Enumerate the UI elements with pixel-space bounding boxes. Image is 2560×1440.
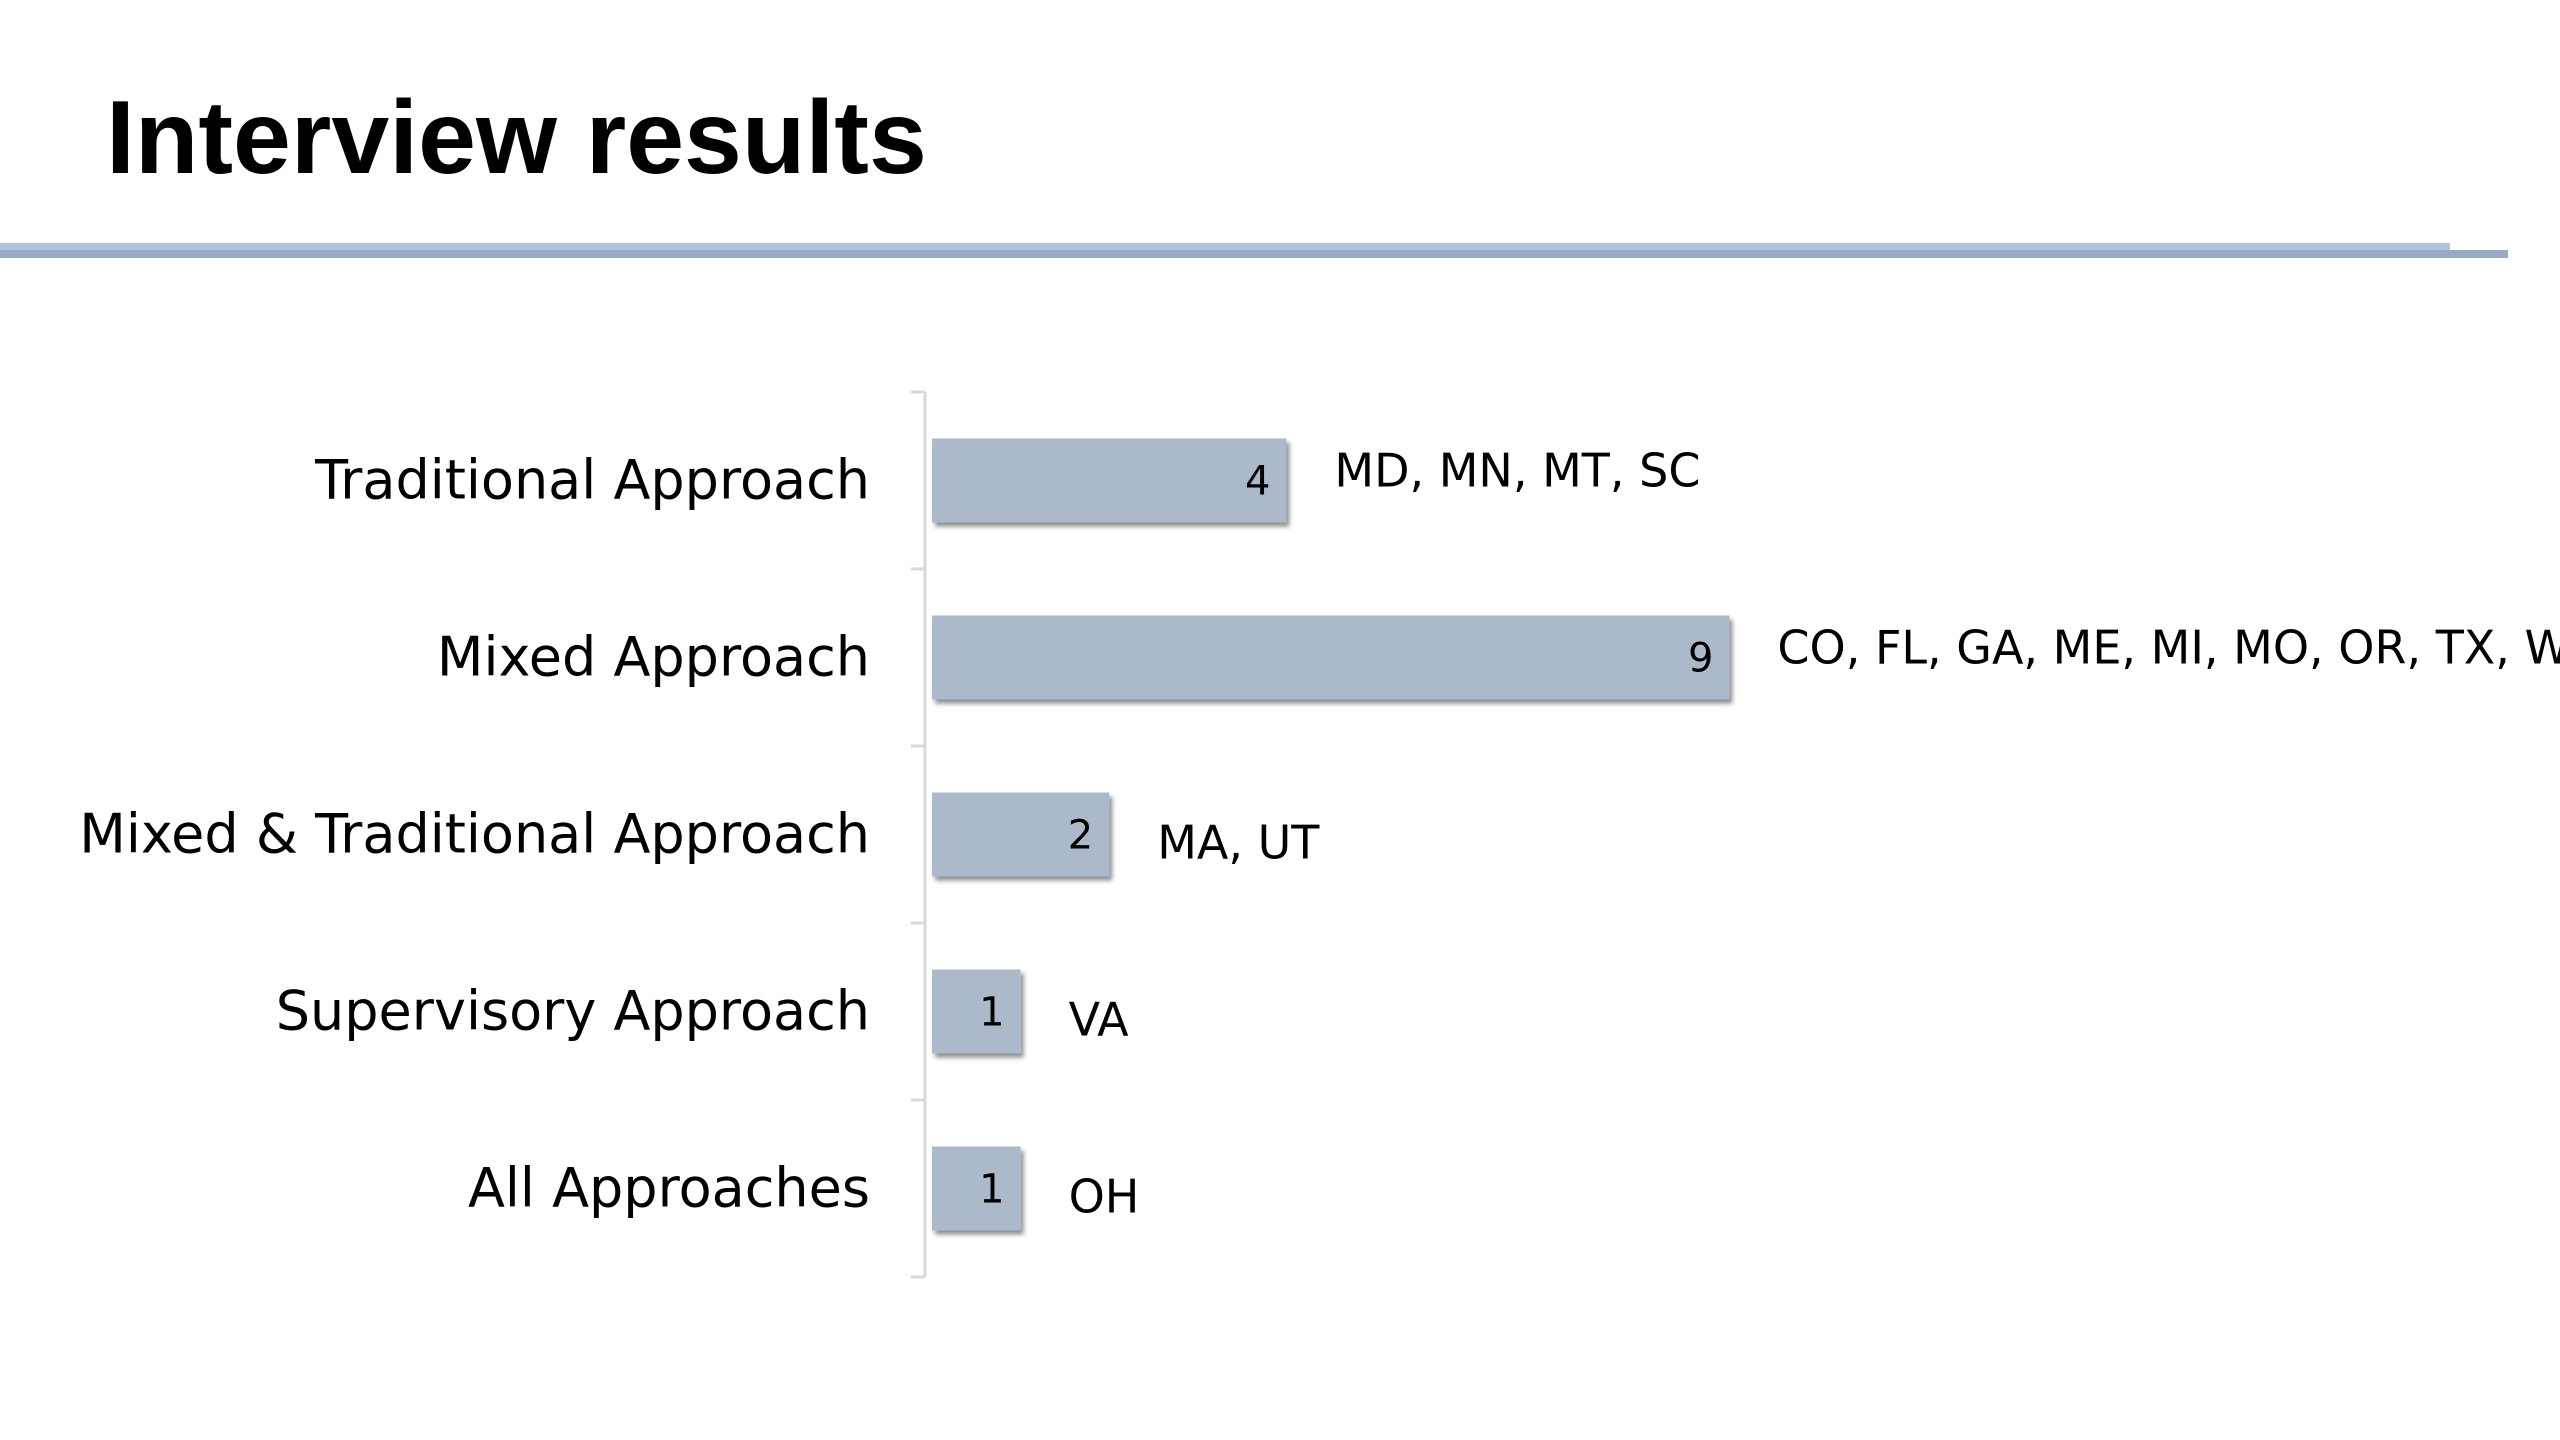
title-rule — [0, 243, 2450, 254]
bar-annotation: MD, MN, MT, SC — [1334, 444, 1700, 498]
bar-annotation: OH — [1069, 1170, 1140, 1224]
data-label: 4 — [1245, 459, 1270, 505]
bar-annotation: MA, UT — [1157, 816, 1320, 870]
category-label: Traditional Approach — [314, 449, 870, 512]
bar — [932, 792, 1110, 877]
data-label: 9 — [1688, 636, 1713, 682]
bar — [932, 438, 1287, 523]
category-label: Supervisory Approach — [276, 980, 870, 1043]
title-rule-shadow — [0, 250, 2508, 258]
category-label: Mixed & Traditional Approach — [79, 803, 870, 866]
bar-annotation: CO, FL, GA, ME, MI, MO, OR, TX, WS — [1777, 621, 2560, 675]
slide-title: Interview results — [106, 80, 927, 196]
bar-annotation: VA — [1069, 993, 1130, 1047]
bar — [932, 1146, 1021, 1231]
data-label: 1 — [979, 1167, 1004, 1213]
bar — [932, 615, 1730, 700]
category-label: Mixed Approach — [437, 626, 870, 689]
data-label: 2 — [1068, 813, 1093, 859]
category-label: All Approaches — [468, 1157, 870, 1220]
data-label: 1 — [979, 990, 1004, 1036]
bar — [932, 969, 1021, 1054]
